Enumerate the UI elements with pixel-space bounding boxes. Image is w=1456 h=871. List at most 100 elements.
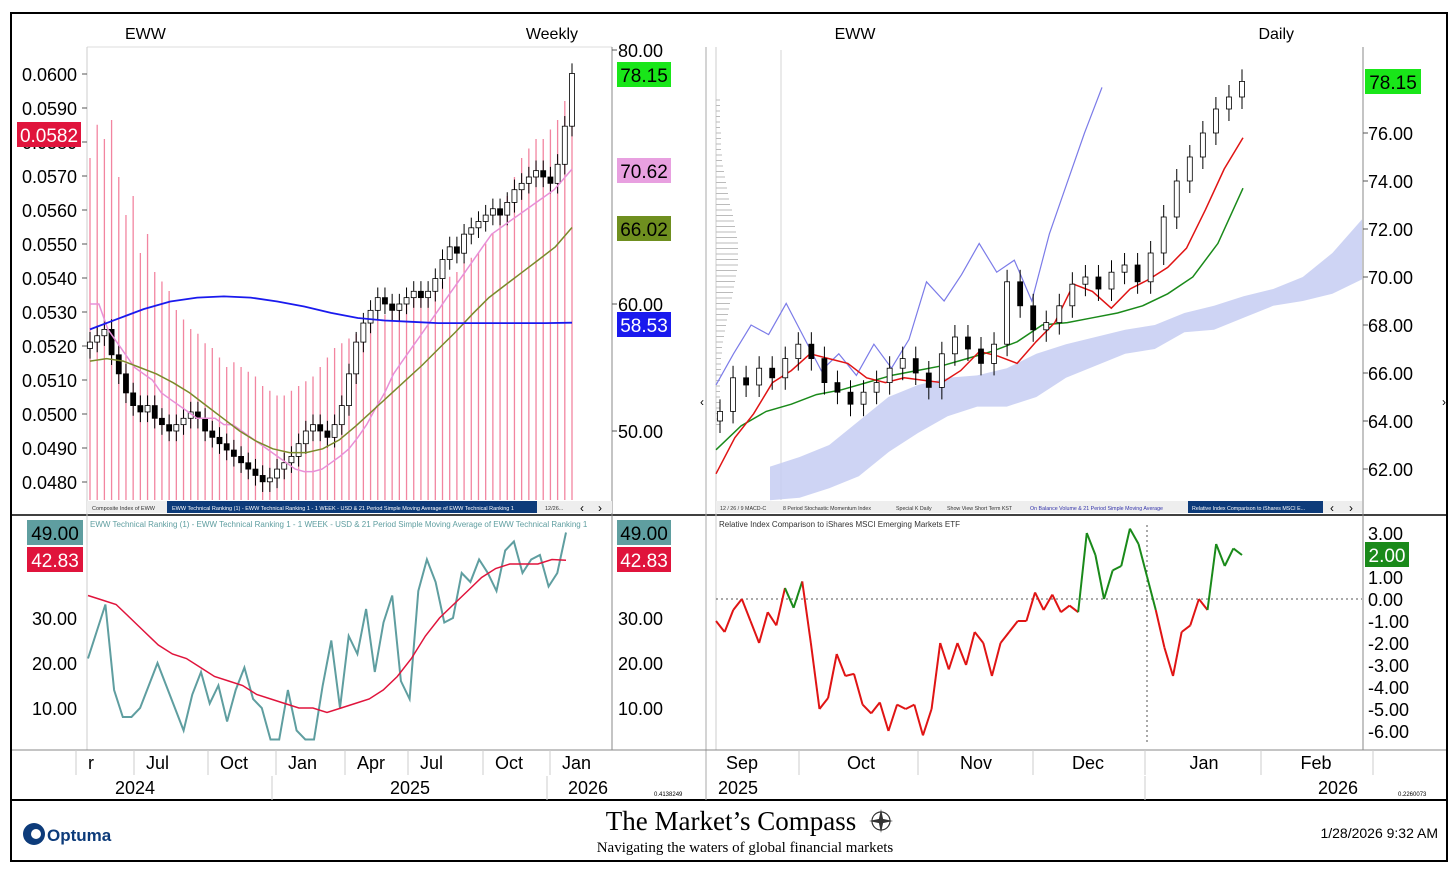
daily-candle-body: [1056, 305, 1063, 323]
weekly-symbol-label: EWW: [125, 26, 167, 43]
weekly-candle-body: [418, 290, 424, 299]
daily-candle-body: [1121, 264, 1128, 273]
daily-sub-right-tick: -6.00: [1368, 722, 1409, 742]
daily-candle-body: [991, 343, 997, 364]
daily-right-axis-tick: 64.00: [1368, 412, 1413, 432]
weekly-candle-body: [288, 455, 295, 464]
weekly-price-badge-bg: [617, 312, 671, 337]
daily-indicator-tab[interactable]: 12 / 26 / 9 MACD-C: [720, 506, 766, 512]
daily-candle-body: [965, 336, 971, 350]
daily-candle-body: [1226, 96, 1232, 110]
weekly-candle-body: [230, 449, 237, 457]
weekly-candle-body: [180, 417, 187, 426]
daily-candle-body: [938, 353, 945, 388]
weekly-candle-body: [159, 417, 165, 426]
weekly-period-label: Weekly: [526, 26, 578, 43]
weekly-candle-body: [238, 455, 244, 464]
panel-right-collapse-arrow[interactable]: ›: [1442, 395, 1446, 409]
daily-candle-body: [1199, 132, 1206, 158]
weekly-ratio-badge: 0.0582: [20, 126, 78, 147]
weekly-sub-badge-sma-bg: [27, 547, 83, 572]
daily-x-month: Oct: [847, 753, 875, 773]
weekly-candle-body: [410, 290, 417, 299]
relative-index-segment: [1163, 647, 1174, 677]
weekly-sub-badge-sma-right: 42.83: [620, 551, 668, 572]
daily-candle-body: [795, 343, 802, 360]
daily-tab-prev-arrow[interactable]: ‹: [1330, 501, 1334, 515]
panel-left-collapse-arrow[interactable]: ‹: [700, 395, 704, 409]
weekly-sub-right-tick: 30.00: [618, 609, 663, 629]
daily-symbol-label: EWW: [835, 26, 877, 43]
daily-indicator-tab[interactable]: Special K Daily: [896, 506, 932, 512]
relative-index-segment: [999, 631, 1010, 644]
relative-index-segment: [801, 581, 812, 644]
daily-indicator-tab[interactable]: Show View Short Term KST: [947, 506, 1013, 512]
relative-index-segment: [749, 620, 761, 644]
chart-frame: [10, 12, 1448, 862]
weekly-candle-body: [367, 309, 374, 324]
daily-candle-body: [821, 358, 828, 384]
weekly-candle-body: [245, 462, 252, 470]
relative-index-segment: [1223, 547, 1235, 567]
daily-tab-next-arrow[interactable]: ›: [1349, 501, 1353, 515]
daily-candle-body: [886, 367, 893, 384]
weekly-candle-body: [360, 322, 367, 343]
daily-candle-body: [1213, 108, 1219, 134]
daily-candle-body: [1082, 276, 1089, 285]
technical-ranking-sma-line: [87, 558, 567, 714]
weekly-candle-body: [504, 201, 511, 216]
weekly-price-badge: 70.62: [620, 162, 668, 183]
daily-x-year: 2025: [718, 778, 758, 798]
daily-candle-body: [952, 336, 958, 355]
daily-candle-body: [730, 377, 736, 412]
weekly-sub-badge-ranking: 49.00: [31, 524, 79, 545]
relative-index-segment: [784, 587, 795, 609]
daily-candle-body: [743, 377, 749, 386]
weekly-left-axis-tick: 0.0540: [22, 269, 77, 289]
weekly-left-axis-tick: 0.0500: [22, 405, 77, 425]
weekly-candle-body: [561, 125, 568, 165]
weekly-indicator-tab[interactable]: EWW Technical Ranking (1) - EWW Technica…: [172, 506, 514, 512]
optuma-brand-label: Optuma: [47, 826, 112, 845]
weekly-left-axis-tick: 0.0570: [22, 167, 77, 187]
relative-index-segment: [922, 708, 933, 736]
daily-indicator-tab[interactable]: On Balance Volume & 21 Period Simple Mov…: [1030, 506, 1163, 512]
weekly-candle-body: [302, 430, 309, 445]
weekly-tab-next-arrow[interactable]: ›: [598, 501, 602, 515]
daily-x-month: Dec: [1072, 753, 1104, 773]
weekly-right-axis-tick: 80.00: [618, 41, 663, 61]
relative-index-segment: [930, 642, 942, 710]
relative-index-segment: [1068, 604, 1079, 613]
daily-candle-body: [1030, 305, 1037, 331]
weekly-sub-badge-sma: 42.83: [31, 551, 79, 572]
weekly-candle-body: [353, 341, 360, 375]
daily-right-axis-tick: 62.00: [1368, 460, 1413, 480]
weekly-candle-body: [310, 424, 316, 432]
weekly-candle-body: [324, 430, 331, 438]
weekly-sub-left-tick: 10.00: [32, 699, 77, 719]
weekly-candle-body: [540, 170, 547, 178]
weekly-candle-body: [475, 221, 482, 229]
weekly-candle-body: [554, 163, 561, 184]
ichimoku-lagging-span: [715, 87, 1103, 386]
weekly-candle-body: [252, 468, 259, 476]
relative-index-segment: [973, 631, 985, 644]
weekly-tab-prev-arrow[interactable]: ‹: [580, 501, 584, 515]
daily-candle-body: [1186, 156, 1193, 182]
daily-indicator-tab[interactable]: 8 Period Stochastic Momentum Index: [783, 506, 871, 512]
weekly-indicator-tab[interactable]: 12/26...: [545, 506, 564, 512]
weekly-indicator-tab[interactable]: Composite Index of EWW: [92, 506, 156, 512]
relative-index-segment: [818, 697, 829, 710]
relative-index-segment: [887, 704, 899, 732]
weekly-x-month: Oct: [495, 753, 523, 773]
weekly-candle-body: [453, 246, 460, 254]
daily-candle-body: [1043, 322, 1050, 331]
daily-sub-right-tick: -4.00: [1368, 678, 1409, 698]
relative-index-segment: [1215, 543, 1226, 567]
daily-sub-badge: 2.00: [1369, 546, 1406, 567]
relative-index-segment: [939, 642, 950, 670]
weekly-candle-body: [223, 443, 230, 451]
daily-indicator-tab[interactable]: Relative Index Comparison to iShares MSC…: [1192, 506, 1305, 512]
weekly-x-month: Apr: [357, 753, 385, 773]
